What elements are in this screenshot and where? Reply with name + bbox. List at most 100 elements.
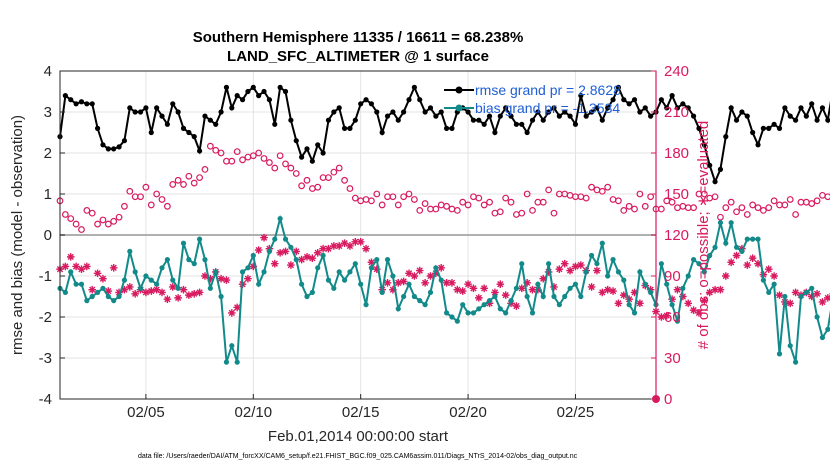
rmse-point [760, 125, 766, 131]
possible-obs-marker [733, 208, 740, 216]
bias-point [336, 269, 342, 275]
bias-point [207, 285, 213, 291]
evaluated-obs-marker [453, 285, 462, 294]
rmse-point [658, 97, 664, 103]
bias-point [529, 310, 536, 316]
bias-point [331, 285, 337, 291]
possible-obs-marker [464, 201, 472, 209]
evaluated-obs-marker [555, 265, 564, 273]
evaluated-obs-marker [619, 291, 628, 299]
evaluated-obs-marker [754, 259, 762, 268]
rmse-point [787, 113, 793, 119]
rmse-point [723, 134, 729, 140]
bias-point [261, 269, 267, 275]
evaluated-obs-marker [131, 289, 139, 298]
bias-point [143, 273, 149, 279]
bias-point [234, 359, 240, 365]
evaluated-obs-marker [807, 292, 816, 301]
bias-point [546, 261, 552, 267]
evaluated-obs-marker [233, 303, 241, 312]
rmse-point [154, 105, 160, 111]
possible-obs-marker [249, 152, 257, 160]
bias-point [379, 289, 385, 295]
possible-obs-marker [759, 206, 767, 214]
bias-point [680, 285, 686, 291]
rmse-point [202, 113, 208, 119]
rmse-point [320, 150, 326, 156]
possible-obs-marker [824, 193, 830, 201]
possible-obs-marker [475, 194, 483, 202]
rmse-point [127, 105, 133, 111]
y-left-tick-label: 4 [44, 63, 52, 80]
evaluated-obs-marker [222, 276, 231, 284]
bias-point [793, 359, 799, 365]
rmse-point [94, 125, 101, 131]
legend-rmse-marker [455, 86, 463, 94]
plot-area [56, 70, 830, 403]
possible-obs-marker [754, 204, 762, 212]
rmse-point [164, 121, 170, 127]
rmse-point [524, 129, 530, 136]
evaluated-obs-marker [496, 280, 505, 288]
possible-obs-marker [813, 197, 821, 205]
bias-point [476, 306, 482, 312]
evaluated-obs-marker [732, 251, 741, 260]
evaluated-obs-marker [190, 289, 199, 298]
possible-obs-marker [217, 149, 225, 157]
possible-obs-marker [615, 197, 622, 205]
rmse-point [89, 101, 95, 107]
x-tick-label: 02/15 [342, 404, 380, 421]
bias-point [674, 318, 681, 324]
bias-point [690, 257, 697, 263]
rmse-point [476, 117, 482, 123]
bias-point [631, 310, 638, 316]
evaluated-obs-marker [711, 285, 719, 294]
y-right-tick-label: 90 [664, 268, 681, 285]
legend-bias-marker [455, 104, 463, 112]
rmse-point [137, 109, 144, 115]
bias-point [250, 252, 256, 259]
evaluated-obs-marker [249, 262, 258, 271]
bias-point [809, 285, 815, 291]
possible-obs-marker [459, 198, 467, 206]
rmse-point [578, 93, 584, 99]
bias-point [707, 252, 713, 259]
possible-obs-marker [228, 157, 236, 165]
evaluated-obs-marker [168, 283, 177, 291]
bias-point [814, 314, 820, 320]
rmse-point [540, 117, 546, 123]
evaluated-obs-marker [195, 288, 204, 297]
bias-point [551, 293, 557, 300]
evaluated-obs-marker [115, 288, 123, 297]
bias-point [701, 269, 707, 275]
possible-obs-marker [121, 202, 128, 210]
bias-point [137, 285, 144, 291]
possible-obs-marker [743, 211, 751, 218]
evaluated-obs-marker [437, 264, 446, 272]
rmse-point [175, 109, 181, 115]
bias-point [89, 293, 95, 300]
rmse-point [73, 101, 79, 107]
y-right-tick-label: 120 [664, 227, 689, 244]
rmse-point [766, 125, 772, 131]
evaluated-obs-marker [372, 265, 381, 273]
y-left-axis-label: rmse and bias (model - observation) [9, 115, 26, 355]
evaluated-obs-marker [270, 259, 279, 268]
possible-obs-marker [314, 183, 322, 191]
evaluated-obs-marker [813, 289, 821, 298]
possible-obs-marker [346, 185, 354, 192]
rmse-point [401, 109, 407, 115]
bias-point [819, 334, 826, 341]
evaluated-obs-marker [367, 258, 376, 267]
evaluated-obs-marker [722, 272, 730, 280]
possible-obs-marker [99, 216, 107, 224]
evaluated-obs-marker [276, 248, 284, 257]
bias-point [395, 306, 401, 312]
bias-point [535, 281, 541, 287]
evaluated-obs-marker [764, 265, 773, 273]
rmse-point [503, 105, 509, 111]
bias-point [239, 269, 246, 275]
evaluated-obs-marker [786, 299, 795, 308]
rmse-point [572, 121, 579, 127]
evaluated-obs-marker [824, 294, 830, 302]
